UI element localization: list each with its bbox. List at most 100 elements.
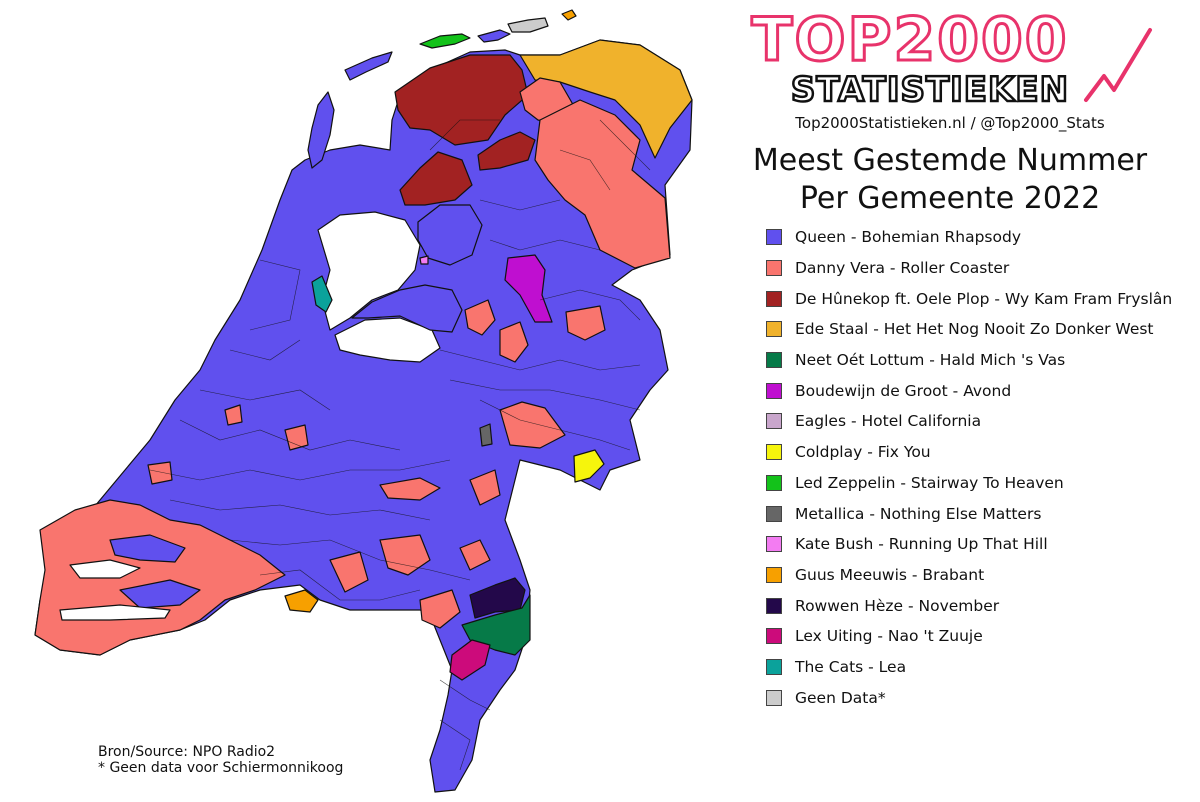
no-data-note: * Geen data voor Schiermonnikoog bbox=[98, 760, 344, 776]
region-brabant-dv3 bbox=[329, 551, 369, 593]
logo-subtitle: STATISTIEKEN bbox=[790, 69, 1070, 112]
trend-arrow-icon bbox=[1084, 28, 1152, 102]
island-texel bbox=[307, 91, 335, 169]
logo-title: TOP2000 bbox=[750, 5, 1069, 75]
legend-label: Eagles - Hotel California bbox=[795, 412, 982, 431]
legend-swatch bbox=[766, 352, 782, 369]
legend-item: Queen - Bohemian Rhapsody bbox=[766, 222, 1196, 253]
region-boudewijn bbox=[504, 254, 553, 323]
legend-swatch bbox=[766, 505, 782, 522]
legend-item: Boudewijn de Groot - Avond bbox=[766, 375, 1196, 406]
legend-label: Boudewijn de Groot - Avond bbox=[795, 381, 1012, 400]
legend-label: De Hûnekop ft. Oele Plop - Wy Kam Fram F… bbox=[795, 289, 1173, 308]
region-rowwen-heze bbox=[469, 577, 526, 619]
legend-swatch bbox=[766, 260, 782, 277]
region-westerschelde bbox=[59, 604, 171, 621]
legend-swatch bbox=[766, 229, 782, 246]
region-drenthe-dv bbox=[534, 99, 671, 269]
region-gelderland-dv bbox=[499, 401, 566, 449]
legend-label: Metallica - Nothing Else Matters bbox=[795, 504, 1042, 523]
region-coldplay bbox=[573, 449, 605, 483]
legend: Queen - Bohemian Rhapsody Danny Vera - Ro… bbox=[766, 222, 1196, 713]
region-zh-dv bbox=[147, 461, 173, 485]
region-lex-uiting bbox=[449, 639, 491, 681]
legend-label: Queen - Bohemian Rhapsody bbox=[795, 228, 1021, 247]
region-nijmegen-dv bbox=[469, 469, 501, 506]
legend-item: Eagles - Hotel California bbox=[766, 406, 1196, 437]
region-friesland-north bbox=[394, 54, 529, 146]
legend-label: Lex Uiting - Nao 't Zuuje bbox=[795, 627, 983, 646]
region-oosterschelde bbox=[69, 559, 141, 579]
legend-item: Metallica - Nothing Else Matters bbox=[766, 498, 1196, 529]
region-zeeland-queen-island bbox=[109, 534, 186, 563]
region-groningen-north bbox=[519, 39, 693, 159]
legend-swatch bbox=[766, 536, 782, 553]
region-noordoostpolder bbox=[417, 204, 483, 266]
island-ameland bbox=[477, 29, 511, 43]
legend-swatch bbox=[766, 658, 782, 675]
legend-label: Danny Vera - Roller Coaster bbox=[795, 259, 1010, 278]
legend-label: Ede Staal - Het Het Nog Nooit Zo Donker … bbox=[795, 320, 1154, 339]
legend-item: Kate Bush - Running Up That Hill bbox=[766, 529, 1196, 560]
region-friesland-east bbox=[477, 131, 536, 171]
legend-item: Coldplay - Fix You bbox=[766, 437, 1196, 468]
legend-label: Guus Meeuwis - Brabant bbox=[795, 565, 985, 584]
region-guus bbox=[284, 589, 319, 613]
region-rijssen-dv bbox=[565, 305, 606, 341]
legend-label: Led Zeppelin - Stairway To Heaven bbox=[795, 473, 1064, 492]
site-handle: Top2000Statistieken.nl / @Top2000_Stats bbox=[795, 114, 1105, 132]
municipal-borders bbox=[149, 119, 651, 771]
legend-item: Led Zeppelin - Stairway To Heaven bbox=[766, 468, 1196, 499]
source-line: Bron/Source: NPO Radio2 bbox=[98, 744, 276, 760]
island-vlieland bbox=[344, 51, 393, 81]
legend-item: Lex Uiting - Nao 't Zuuje bbox=[766, 621, 1196, 652]
legend-swatch bbox=[766, 413, 782, 430]
legend-item: Ede Staal - Het Het Nog Nooit Zo Donker … bbox=[766, 314, 1196, 345]
legend-item: Danny Vera - Roller Coaster bbox=[766, 253, 1196, 284]
region-haarlem-dv bbox=[224, 404, 243, 426]
netherlands-map bbox=[34, 9, 693, 793]
legend-swatch bbox=[766, 382, 782, 399]
region-metallica bbox=[479, 423, 493, 447]
legend-swatch bbox=[766, 321, 782, 338]
island-schiermonnikoog bbox=[507, 17, 549, 33]
legend-label: Geen Data* bbox=[795, 688, 886, 707]
region-overijssel-dv bbox=[499, 321, 529, 363]
region-rivers-dv bbox=[379, 477, 441, 501]
markermeer bbox=[334, 317, 441, 363]
legend-swatch bbox=[766, 290, 782, 307]
legend-swatch bbox=[766, 597, 782, 614]
legend-label: The Cats - Lea bbox=[795, 657, 907, 676]
legend-label: Coldplay - Fix You bbox=[795, 443, 931, 462]
region-flevoland bbox=[351, 284, 463, 333]
legend-item: Geen Data* bbox=[766, 682, 1196, 713]
legend-swatch bbox=[766, 566, 782, 583]
region-zeeland-queen-island2 bbox=[119, 579, 201, 609]
legend-item: Neet Oét Lottum - Hald Mich 's Vas bbox=[766, 345, 1196, 376]
legend-label: Neet Oét Lottum - Hald Mich 's Vas bbox=[795, 351, 1066, 370]
top2000-logo: TOP2000 STATISTIEKEN bbox=[740, 5, 1180, 118]
legend-swatch bbox=[766, 474, 782, 491]
map-title-line1: Meest Gestemde Nummer bbox=[752, 143, 1148, 178]
region-brabant-dv4 bbox=[459, 539, 491, 571]
legend-item: De Hûnekop ft. Oele Plop - Wy Kam Fram F… bbox=[766, 283, 1196, 314]
legend-label: Rowwen Hèze - November bbox=[795, 596, 1000, 615]
region-sliedrecht-dv bbox=[464, 299, 496, 336]
legend-item: Guus Meeuwis - Brabant bbox=[766, 560, 1196, 591]
legend-swatch bbox=[766, 628, 782, 645]
island-terschelling bbox=[419, 33, 471, 49]
region-the-cats bbox=[311, 275, 333, 313]
region-brabant-dv2 bbox=[419, 589, 461, 629]
island-rottumeroog bbox=[561, 9, 577, 21]
region-friesland-south bbox=[399, 151, 473, 206]
region-kate-bush bbox=[419, 255, 429, 265]
region-utrecht-dv bbox=[284, 424, 309, 451]
legend-item: Rowwen Hèze - November bbox=[766, 590, 1196, 621]
legend-label: Kate Bush - Running Up That Hill bbox=[795, 535, 1048, 554]
map-title: Meest Gestemde Nummer Per Gemeente 2022 bbox=[730, 142, 1170, 218]
legend-swatch bbox=[766, 689, 782, 706]
map-svg bbox=[34, 9, 693, 793]
legend-swatch bbox=[766, 444, 782, 461]
legend-item: The Cats - Lea bbox=[766, 652, 1196, 683]
source-note: Bron/Source: NPO Radio2 * Geen data voor… bbox=[98, 744, 343, 776]
